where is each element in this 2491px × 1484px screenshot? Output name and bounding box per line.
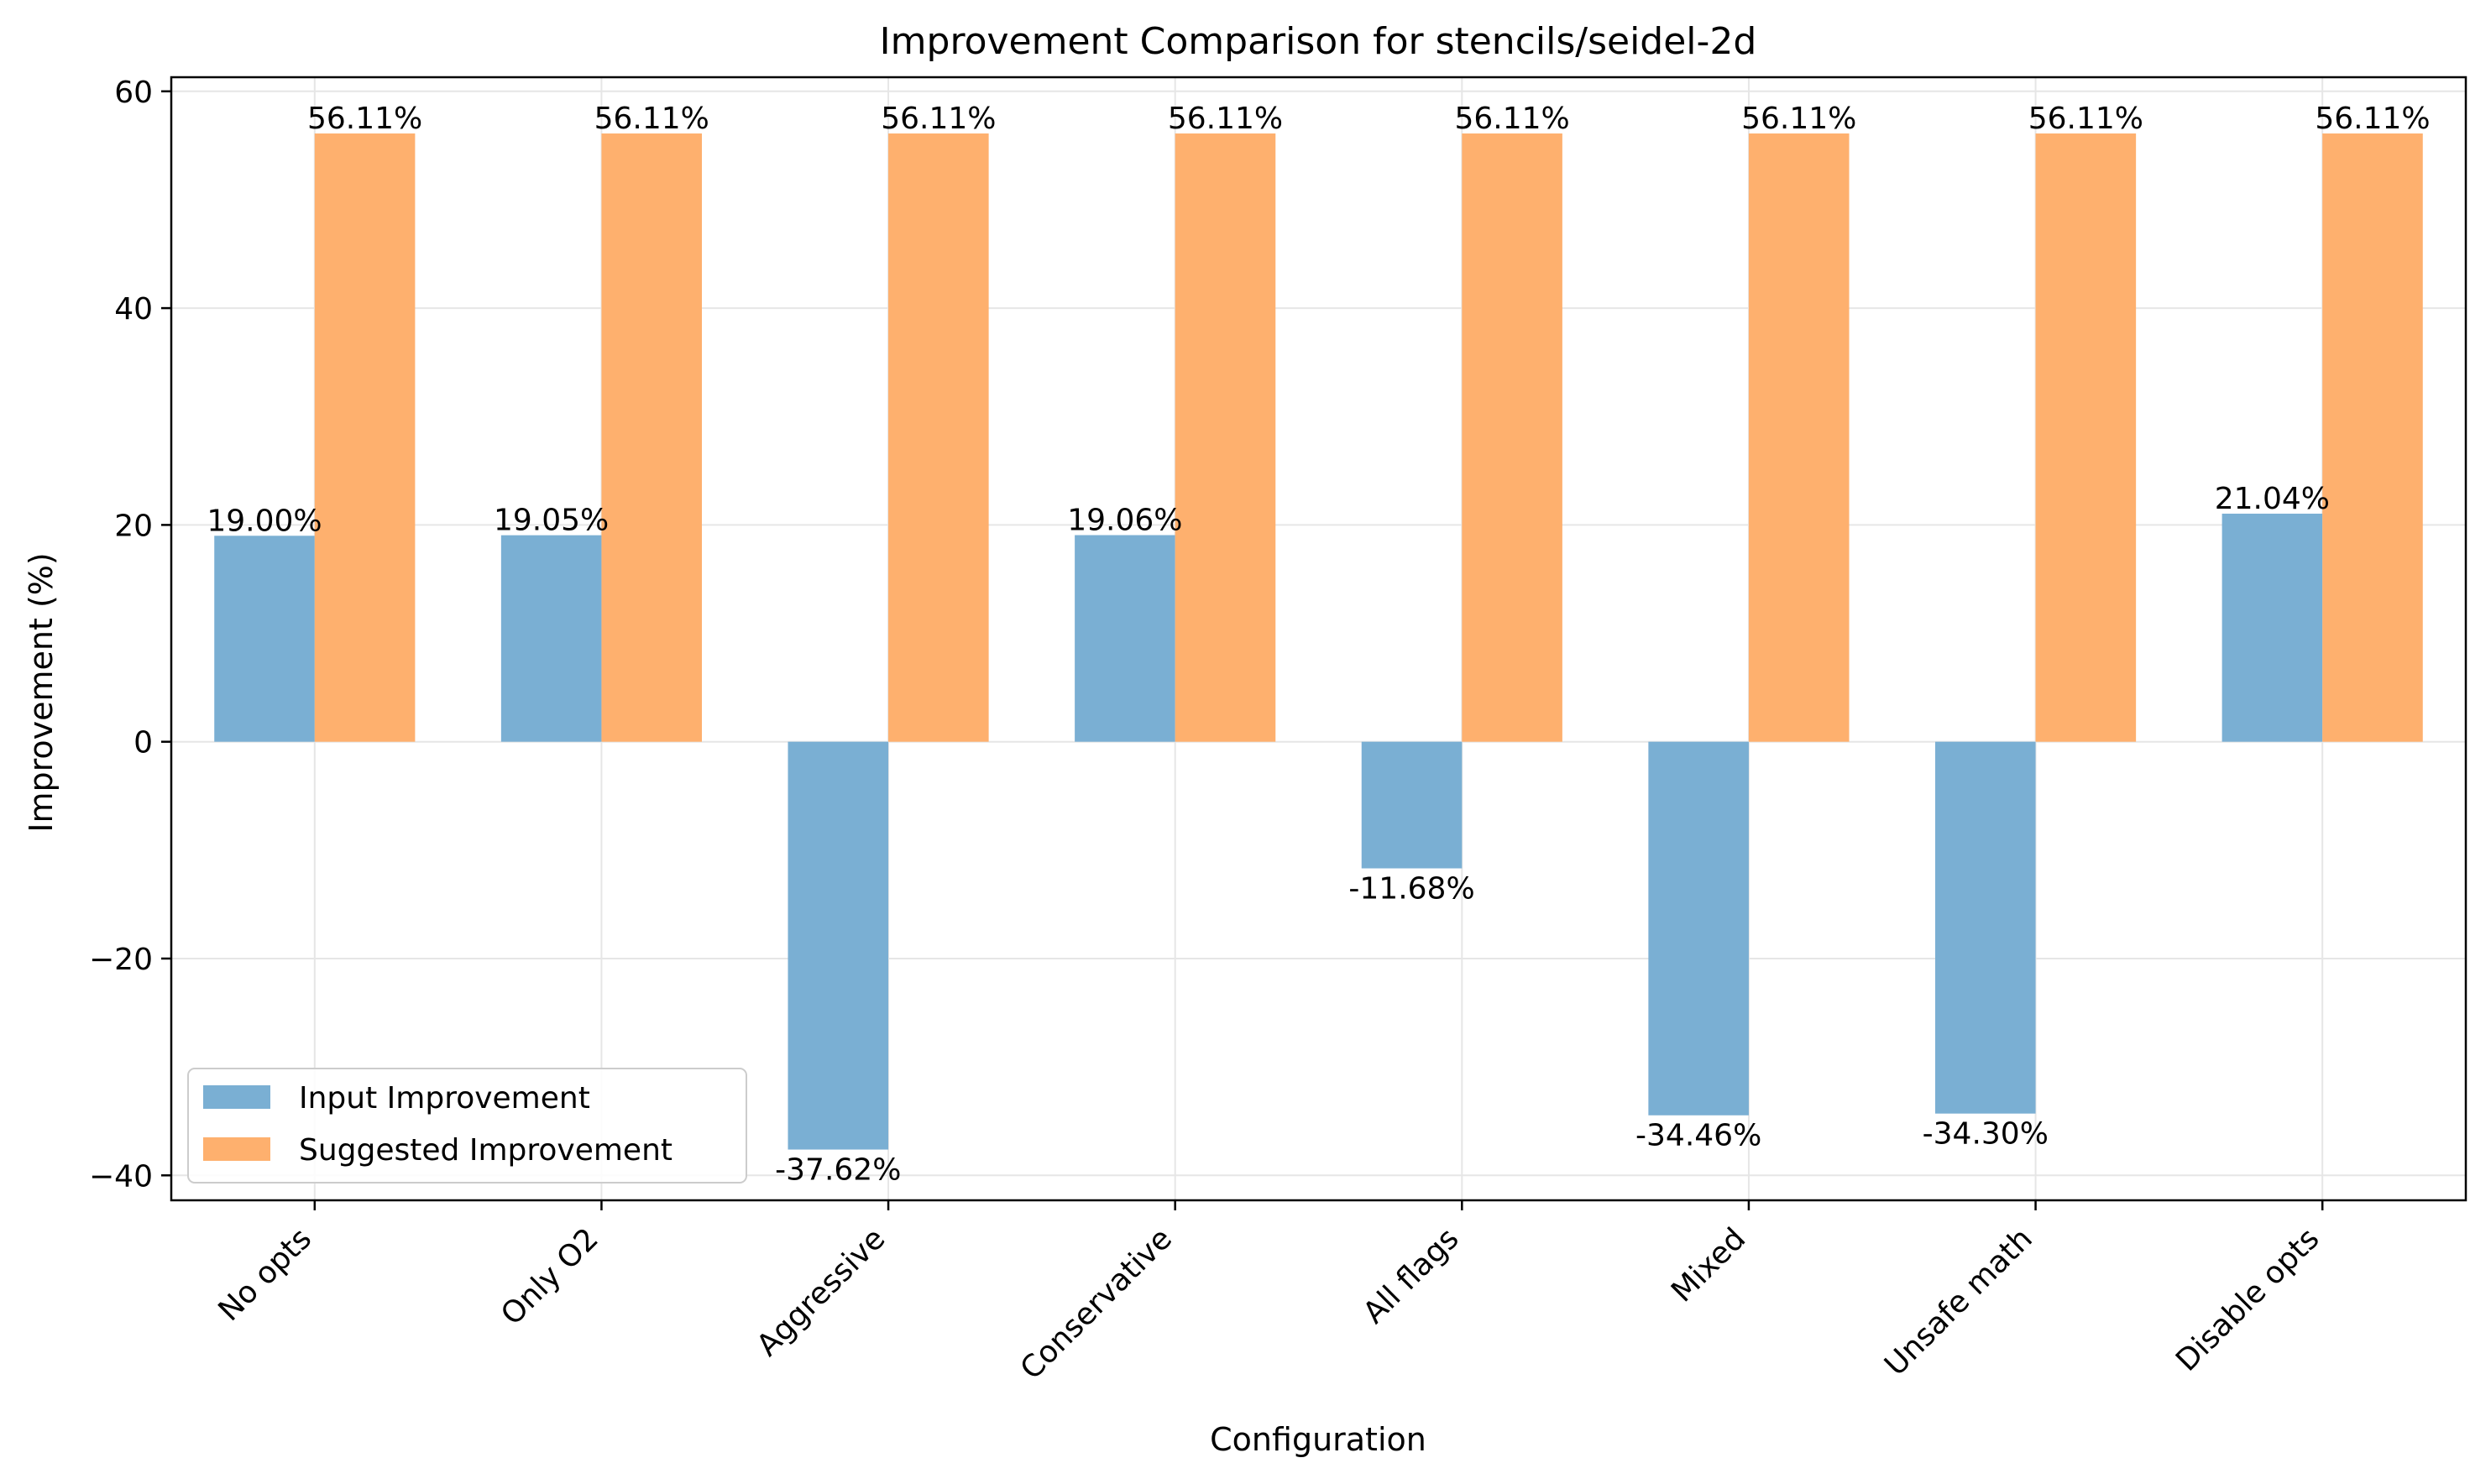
- data-label-input: -34.30%: [1923, 1117, 2049, 1152]
- data-label-input: 21.04%: [2215, 482, 2330, 516]
- data-label-suggested: 56.11%: [594, 102, 709, 136]
- data-labels: 19.00% 19.05% -37.62% 19.06% -11.68% -34.46% -…: [207, 102, 2430, 1188]
- data-label-suggested: 56.11%: [881, 102, 996, 136]
- data-label-suggested: 56.11%: [1741, 102, 1856, 136]
- bar-suggested-improvement: [888, 133, 989, 742]
- data-label-input: -11.68%: [1348, 872, 1474, 907]
- y-tick-label: 40: [114, 292, 153, 327]
- y-tick-label: 60: [114, 76, 153, 110]
- bar-input-improvement: [214, 536, 315, 742]
- legend-box: [187, 1068, 747, 1184]
- x-axis-label: Configuration: [1210, 1421, 1426, 1458]
- data-label-suggested: 56.11%: [307, 102, 422, 136]
- plot-frame: [170, 76, 2467, 1202]
- bars: [214, 133, 2423, 1150]
- legend-label-suggested: Suggested Improvement: [299, 1133, 672, 1168]
- bar-input-improvement: [1648, 741, 1749, 1116]
- data-label-input: 19.00%: [207, 504, 322, 538]
- data-label-suggested: 56.11%: [2315, 102, 2430, 136]
- bar-input-improvement: [1361, 741, 1463, 869]
- bar-suggested-improvement: [2035, 133, 2137, 742]
- bar-suggested-improvement: [2322, 133, 2423, 742]
- legend-swatch-suggested: [203, 1137, 270, 1161]
- legend-swatch-input: [203, 1085, 270, 1109]
- y-tick-label: 20: [114, 509, 153, 543]
- bar-input-improvement: [2221, 513, 2323, 742]
- bar-suggested-improvement: [1748, 133, 1850, 742]
- data-label-input: 19.05%: [494, 504, 609, 538]
- bar-input-improvement: [1934, 741, 2036, 1114]
- y-tick-label: −20: [89, 943, 153, 977]
- bar-suggested-improvement: [314, 133, 416, 742]
- bar-input-improvement: [1075, 535, 1175, 742]
- bar-suggested-improvement: [1462, 133, 1562, 742]
- legend-label-input: Input Improvement: [299, 1081, 590, 1116]
- data-label-input: 19.06%: [1067, 504, 1182, 538]
- y-tick-label: −40: [89, 1159, 153, 1194]
- legend: Input Improvement Suggested Improvement: [187, 1068, 747, 1184]
- y-tick-label: 0: [133, 726, 153, 760]
- data-label-suggested: 56.11%: [1454, 102, 1569, 136]
- bar-suggested-improvement: [601, 133, 703, 742]
- data-label-input: -37.62%: [775, 1153, 901, 1188]
- bar-input-improvement: [500, 535, 602, 742]
- y-axis-label: Improvement (%): [23, 552, 60, 832]
- chart-title: Improvement Comparison for stencils/seid…: [880, 20, 1757, 63]
- data-label-suggested: 56.11%: [1168, 102, 1283, 136]
- data-label-suggested: 56.11%: [2028, 102, 2143, 136]
- bar-suggested-improvement: [1175, 133, 1276, 742]
- bar-input-improvement: [788, 741, 889, 1150]
- data-label-input: -34.46%: [1635, 1119, 1761, 1153]
